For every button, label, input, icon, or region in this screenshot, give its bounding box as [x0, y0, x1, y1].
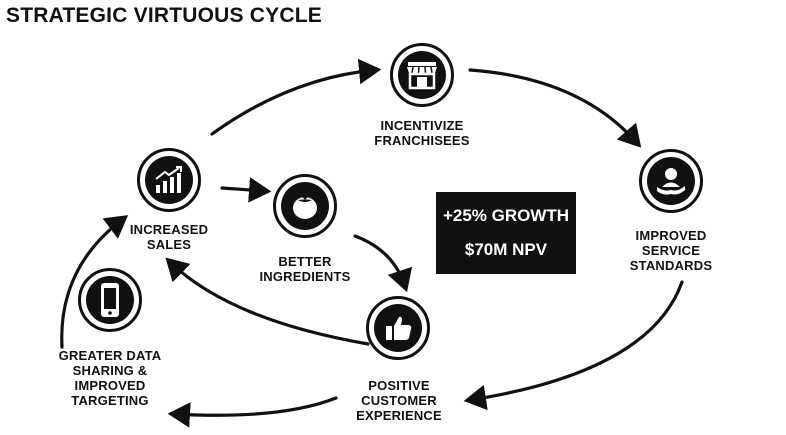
arrow-sales-to-ingredients	[220, 177, 272, 203]
node-better-ingredients	[273, 174, 337, 238]
label-increased-sales: INCREASED SALES	[129, 222, 209, 252]
smartphone-icon	[101, 283, 119, 317]
label-improved-service: IMPROVED SERVICE STANDARDS	[629, 228, 713, 273]
label-greater-data: GREATER DATA SHARING & IMPROVED TARGETING	[58, 348, 162, 408]
node-positive-customer	[366, 296, 430, 360]
node-greater-data	[78, 268, 142, 332]
storefront-icon	[407, 62, 437, 90]
label-better-ingredients: BETTER INGREDIENTS	[259, 254, 351, 284]
label-positive-customer: POSITIVE CUSTOMER EXPERIENCE	[356, 378, 442, 423]
tomato-icon	[293, 192, 317, 219]
label-incentivize-franchisees: INCENTIVIZE FRANCHISEES	[374, 118, 470, 148]
diagram-title: STRATEGIC VIRTUOUS CYCLE	[6, 4, 322, 27]
arrow-sales-to-incentivize	[210, 58, 382, 136]
node-incentivize-franchisees	[390, 43, 454, 107]
node-increased-sales	[137, 148, 201, 212]
npv-text: $70M NPV	[464, 240, 548, 259]
thumbs-up-icon	[386, 316, 412, 340]
arrow-ingredients-to-customer	[353, 234, 413, 293]
arrow-customer-to-sales	[165, 257, 370, 346]
hand-person-icon	[657, 168, 685, 195]
growth-text: +25% GROWTH	[442, 206, 570, 225]
arrow-incentivize-to-service	[468, 68, 642, 148]
growth-npv-box: +25% GROWTH $70M NPV	[436, 192, 576, 274]
bar-chart-up-icon	[155, 166, 182, 193]
arrow-data-to-sales	[60, 215, 129, 349]
node-improved-service	[639, 149, 703, 213]
arrow-customer-to-data	[167, 396, 338, 428]
arrow-service-to-customer	[463, 280, 684, 411]
